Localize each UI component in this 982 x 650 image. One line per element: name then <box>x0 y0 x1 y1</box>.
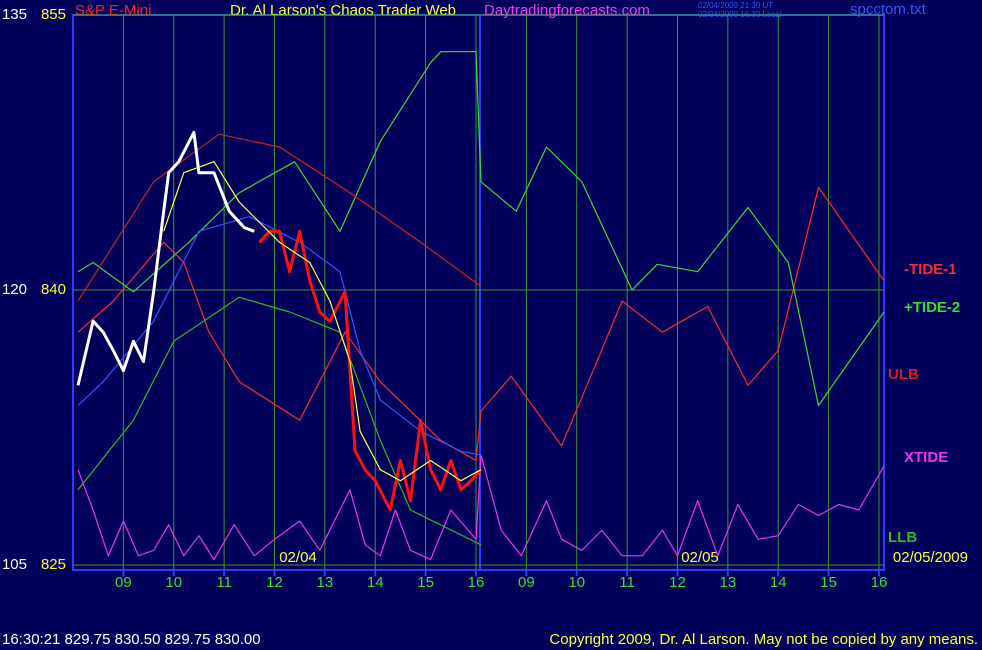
x-tick-label: 09 <box>518 574 535 591</box>
y-tick-label: 855 <box>41 6 66 23</box>
x-tick-label: 12 <box>669 574 686 591</box>
x-tick-label: 10 <box>165 574 182 591</box>
legend-label: ULB <box>888 366 919 383</box>
series-line <box>77 133 482 302</box>
x-tick-label: 14 <box>770 574 787 591</box>
legend-label: XTIDE <box>904 449 948 466</box>
x-tick-label: 11 <box>216 574 232 591</box>
x-tick-label: 12 <box>266 574 283 591</box>
legend-label: +TIDE-2 <box>904 299 960 316</box>
symbol: S&P E-Mini <box>75 2 151 19</box>
x-tick-label: 15 <box>417 574 434 591</box>
series-line <box>77 51 885 407</box>
date-label: 02/04 <box>279 549 317 566</box>
status-line: 16:30:21 829.75 830.50 829.75 830.00 <box>2 631 261 648</box>
series-line <box>76 130 255 386</box>
x-tick-label: 09 <box>115 574 132 591</box>
copyright: Copyright 2009, Dr. Al Larson. May not b… <box>549 631 978 648</box>
y2-tick-label: 135 <box>2 6 27 23</box>
y2-tick-label: 120 <box>2 281 27 298</box>
date-label: 02/05 <box>681 549 719 566</box>
chart-title: Dr. Al Larson's Chaos Trader Web <box>230 2 456 19</box>
y-tick-label: 825 <box>41 556 66 573</box>
x-tick-label: 16 <box>871 574 888 591</box>
series-line <box>77 186 885 462</box>
date-label: 02/05/2009 <box>893 549 968 566</box>
timestamp: 02/04/2009 21:30 UT <box>698 1 773 10</box>
y-tick-label: 840 <box>41 281 66 298</box>
y2-tick-label: 105 <box>2 556 27 573</box>
series-line <box>77 296 482 546</box>
series-line <box>77 216 482 456</box>
series-line <box>258 229 483 512</box>
file-name: spcctom.txt <box>850 1 927 18</box>
x-tick-label: 13 <box>720 574 737 591</box>
x-tick-label: 11 <box>619 574 635 591</box>
x-tick-label: 10 <box>568 574 585 591</box>
site: Daytradingforecasts.com <box>484 2 650 19</box>
series-line <box>163 161 482 482</box>
series-line <box>77 454 885 561</box>
x-tick-label: 16 <box>468 574 485 591</box>
x-tick-label: 15 <box>820 574 837 591</box>
legend-label: -TIDE-1 <box>904 261 957 278</box>
x-tick-label: 13 <box>317 574 334 591</box>
legend-label: LLB <box>888 529 917 546</box>
x-tick-label: 14 <box>367 574 384 591</box>
